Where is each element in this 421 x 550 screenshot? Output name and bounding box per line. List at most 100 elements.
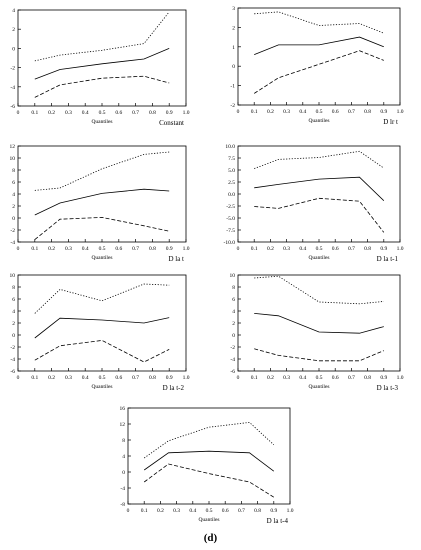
- y-tick-label: 2: [12, 27, 15, 33]
- y-tick-label: 4: [12, 8, 15, 14]
- plot-frame: [17, 274, 187, 372]
- y-tick-label: -2: [230, 103, 235, 109]
- y-tick-label: -6: [10, 369, 15, 375]
- x-tick-label: 0.6: [115, 246, 122, 252]
- y-tick-label: 12: [10, 144, 16, 150]
- chart-panel-7: -8 -4 0 4 8 12 16 0 0.1 0.2 0.3 0.4 0.5 0.6 0.7 0.8 0.9 1…: [120, 406, 294, 525]
- x-tick-label: 0.1: [141, 508, 148, 514]
- series-line-dotted: [254, 150, 385, 169]
- x-tick-label: 0.3: [173, 508, 180, 514]
- x-tick-label: 0.8: [254, 508, 261, 514]
- x-tick-label: 0.6: [332, 246, 339, 252]
- x-tick-label: 0.5: [316, 246, 323, 252]
- y-tick-label: 0: [122, 470, 125, 476]
- y-tick-label: 0.0: [228, 192, 235, 198]
- y-tick-label: -6: [10, 104, 15, 110]
- panel-title: D lr t: [383, 118, 398, 126]
- series-line-dotted: [34, 283, 170, 314]
- y-tick-label: -2.5: [226, 204, 235, 210]
- y-tick-label: -8: [120, 502, 125, 508]
- y-tick-label: -4: [120, 486, 125, 492]
- series-line-solid: [254, 313, 384, 334]
- y-tick-label: 8: [232, 285, 235, 291]
- x-tick-label: 0.8: [364, 246, 371, 252]
- x-tick-label: 0.8: [149, 375, 156, 381]
- y-tick-label: 4: [12, 192, 15, 198]
- y-tick-label: 8: [122, 438, 125, 444]
- x-tick-label: 0.2: [267, 246, 274, 252]
- x-tick-label: 0.5: [99, 246, 106, 252]
- panel-title: Constant: [159, 119, 184, 127]
- series-line-solid: [143, 450, 275, 472]
- series-line-solid: [254, 176, 385, 201]
- series-line-dotted: [254, 275, 384, 305]
- y-tick-label: -10.0: [224, 240, 236, 246]
- plot-frame: [127, 407, 291, 505]
- x-tick-label: 0.7: [132, 375, 139, 381]
- x-tick-label: 0.9: [270, 508, 277, 514]
- x-tick-label: 0.7: [238, 508, 245, 514]
- y-tick-label: 4: [122, 454, 125, 460]
- y-tick-label: 6: [12, 180, 15, 186]
- x-axis-label: Quantiles: [91, 384, 112, 390]
- y-tick-label: -7.5: [226, 228, 235, 234]
- y-tick-label: 8: [12, 168, 15, 174]
- series-line-solid: [34, 188, 170, 216]
- series-line-dashed: [34, 339, 170, 363]
- panel-title: D la t: [168, 255, 184, 263]
- plot-frame: [17, 145, 187, 243]
- panel-title: D la t-2: [163, 384, 185, 392]
- series-line-dashed: [34, 75, 170, 98]
- y-tick-label: 3: [232, 6, 235, 12]
- x-tick-label: 0.4: [299, 109, 306, 115]
- x-tick-label: 0.8: [364, 375, 371, 381]
- x-tick-label: 0.4: [82, 375, 89, 381]
- x-axis-label: Quantiles: [198, 517, 219, 523]
- x-tick-label: 0.5: [99, 110, 106, 116]
- x-tick-label: 0.2: [267, 375, 274, 381]
- x-tick-label: 0.4: [189, 508, 196, 514]
- x-tick-label: 1.0: [397, 109, 404, 115]
- x-tick-label: 0.9: [380, 375, 387, 381]
- y-tick-label: 16: [120, 406, 126, 412]
- y-tick-label: 2: [232, 25, 235, 31]
- y-tick-label: 0: [12, 333, 15, 339]
- y-tick-label: 6: [232, 297, 235, 303]
- x-tick-label: 0: [237, 375, 240, 381]
- x-tick-label: 0.8: [364, 109, 371, 115]
- panel-title: D la t-4: [267, 517, 289, 525]
- x-tick-label: 0.4: [299, 375, 306, 381]
- y-tick-label: 10: [10, 156, 16, 162]
- y-tick-label: -5.0: [226, 216, 235, 222]
- x-tick-label: 0.4: [82, 246, 89, 252]
- series-line-solid: [254, 36, 384, 55]
- x-tick-label: 0.1: [251, 109, 258, 115]
- y-tick-label: 5.0: [228, 168, 235, 174]
- chart-panel-2: -2 -1 0 1 2 3 0 0.1 0.2 0.3 0.4 0.5 0.6 0.7 0.8 0.9 1.0 Q…: [230, 6, 403, 126]
- chart-panel-4: -10.0 -7.5 -5.0 -2.5 0.0 2.5 5.0 7.5 10.0 0 0.1 0.2…: [224, 144, 404, 263]
- figure-caption: (d): [203, 532, 218, 544]
- x-tick-label: 0.1: [31, 246, 38, 252]
- x-tick-label: 0.3: [65, 375, 72, 381]
- x-tick-label: 0.1: [251, 375, 258, 381]
- y-tick-label: -2: [10, 345, 15, 351]
- x-tick-label: 1.0: [183, 246, 190, 252]
- x-tick-label: 0.2: [48, 246, 55, 252]
- plot-frame: [237, 145, 401, 243]
- x-tick-label: 0.1: [31, 375, 38, 381]
- panel-title: D la t-3: [377, 384, 399, 392]
- series-line-dotted: [143, 421, 275, 459]
- x-tick-label: 0.2: [48, 110, 55, 116]
- x-tick-label: 0.9: [166, 375, 173, 381]
- panel-title: D la t-1: [377, 255, 399, 263]
- y-tick-label: -4: [10, 240, 15, 246]
- x-tick-label: 0.9: [380, 246, 387, 252]
- x-tick-label: 0.9: [166, 246, 173, 252]
- x-tick-label: 0.3: [283, 109, 290, 115]
- series-line-dotted: [34, 151, 170, 191]
- y-tick-label: 2: [12, 204, 15, 210]
- x-tick-label: 0.7: [348, 109, 355, 115]
- series-line-dashed: [254, 348, 384, 362]
- x-tick-label: 0: [17, 246, 20, 252]
